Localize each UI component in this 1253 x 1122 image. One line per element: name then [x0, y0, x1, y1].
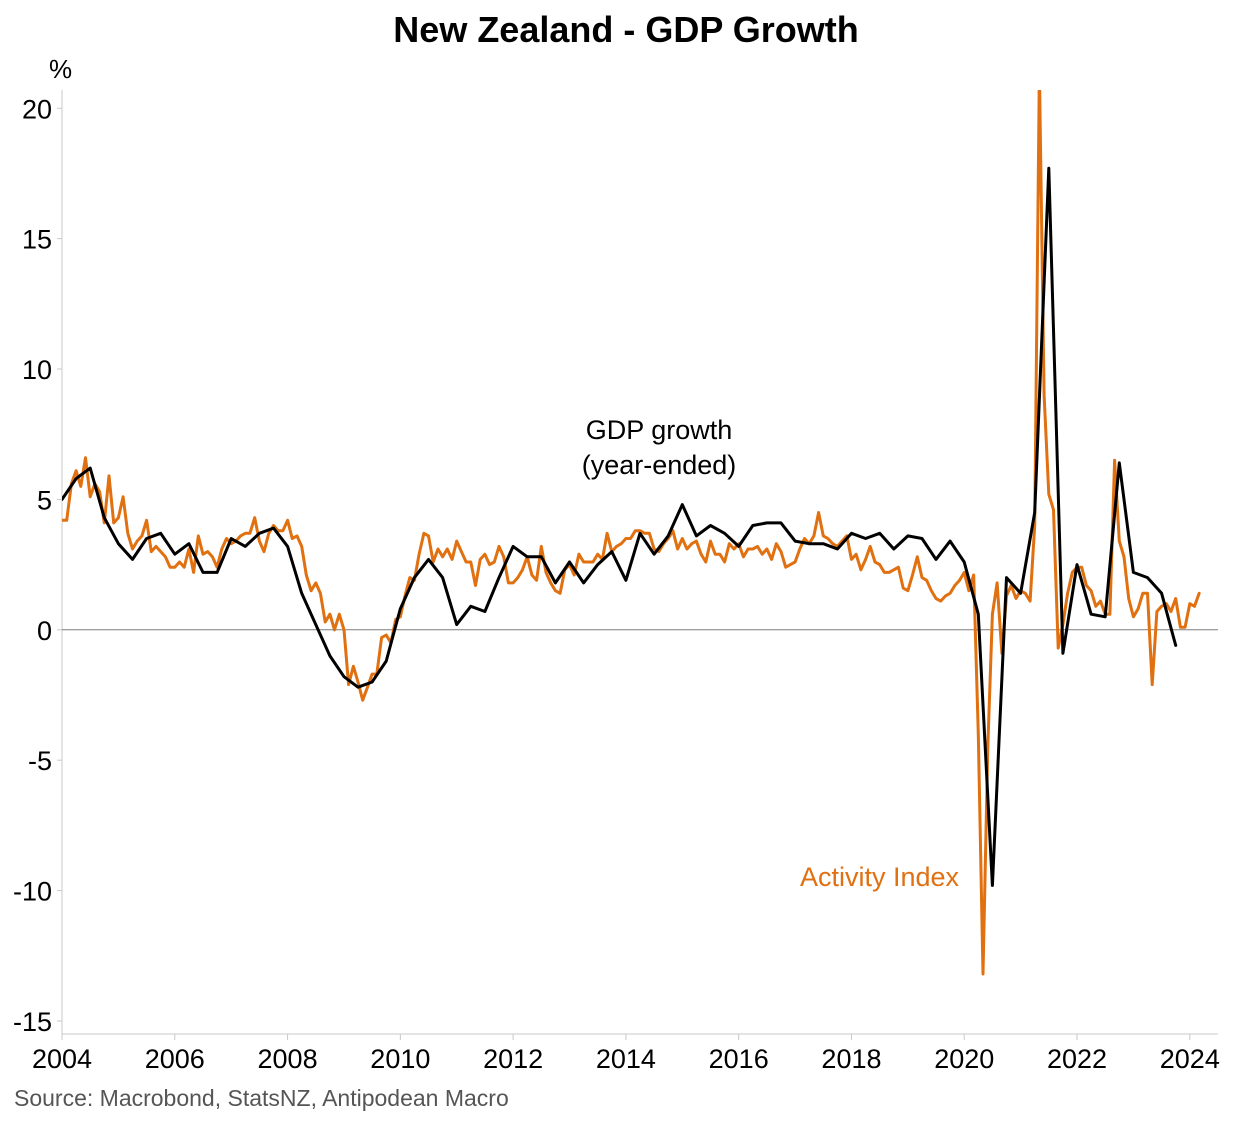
y-tick-label: 15 [22, 225, 52, 255]
x-tick-label: 2014 [596, 1044, 656, 1074]
series-layer [62, 90, 1201, 976]
y-tick-label: -10 [13, 877, 52, 907]
x-tick-label: 2010 [370, 1044, 430, 1074]
y-tick-label: -15 [13, 1007, 52, 1037]
y-tick-label: 0 [37, 616, 52, 646]
x-tick-label: 2024 [1160, 1044, 1220, 1074]
gdp-annotation-line2: (year-ended) [582, 450, 737, 480]
y-tick-label: 20 [22, 94, 52, 124]
x-tick-label: 2004 [32, 1044, 92, 1074]
x-tick-label: 2020 [934, 1044, 994, 1074]
gdp-growth-line [62, 166, 1178, 887]
y-tick-label: -5 [28, 746, 52, 776]
x-tick-label: 2018 [821, 1044, 881, 1074]
x-tick-label: 2006 [145, 1044, 205, 1074]
x-axis-ticks: 2004 2006 2008 2010 2012 2014 2016 2018 2020 2022… [32, 1034, 1220, 1074]
gdp-annotation-line1: GDP growth [586, 415, 733, 445]
y-axis-ticks: 20 15 10 5 0 -5 -10 -15 [13, 94, 62, 1037]
source-note: Source: Macrobond, StatsNZ, Antipodean M… [14, 1085, 509, 1111]
x-tick-label: 2008 [258, 1044, 318, 1074]
x-tick-label: 2012 [483, 1044, 543, 1074]
activity-index-line [62, 90, 1201, 976]
x-tick-label: 2016 [709, 1044, 769, 1074]
y-tick-label: 5 [37, 485, 52, 515]
y-tick-label: 10 [22, 355, 52, 385]
activity-index-annotation: Activity Index [800, 862, 960, 892]
chart-axes [61, 90, 1218, 1035]
y-axis-unit-label: % [49, 54, 72, 84]
x-tick-label: 2022 [1047, 1044, 1107, 1074]
chart-title: New Zealand - GDP Growth [393, 9, 858, 50]
